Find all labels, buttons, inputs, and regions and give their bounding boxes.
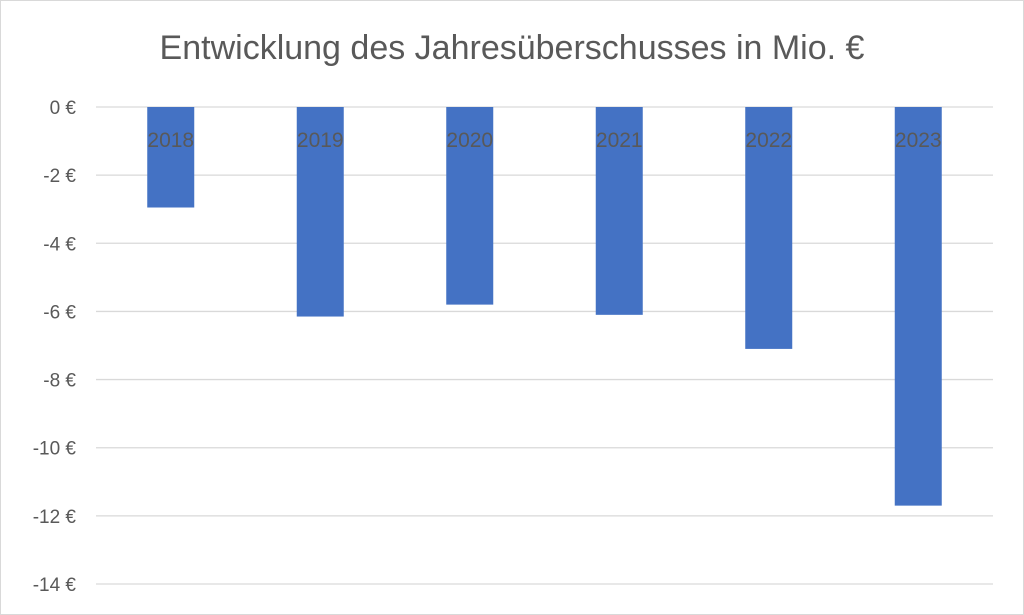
category-labels: 2018 2019 2020 2021 2022 2023 [147, 129, 941, 152]
y-tick-label: -10 € [33, 439, 77, 460]
category-label-2019: 2019 [297, 129, 344, 152]
y-tick-label: 0 € [50, 98, 77, 119]
bar-2019 [296, 107, 344, 317]
bars [147, 107, 942, 506]
gridlines [96, 106, 993, 585]
bar-2021 [595, 107, 643, 315]
category-label-2022: 2022 [745, 129, 792, 152]
y-tick-label: -6 € [43, 302, 76, 323]
category-label-2023: 2023 [895, 129, 942, 152]
y-axis-ticks: 0 € -2 € -4 € -6 € -8 € -10 € -12 € -14 € [33, 98, 77, 596]
chart-title: Entwicklung des Jahresüberschusses in Mi… [159, 29, 865, 67]
category-label-2018: 2018 [147, 129, 194, 152]
bar-2020 [446, 107, 494, 305]
category-label-2020: 2020 [446, 129, 493, 152]
y-tick-label: -4 € [43, 234, 76, 255]
category-label-2021: 2021 [596, 129, 643, 152]
bar-2023 [894, 107, 942, 506]
y-tick-label: -12 € [33, 507, 77, 528]
y-tick-label: -8 € [43, 371, 76, 392]
y-tick-label: -2 € [43, 166, 76, 187]
bar-2018 [147, 107, 195, 208]
bar-2022 [745, 107, 793, 349]
y-tick-label: -14 € [33, 575, 77, 596]
